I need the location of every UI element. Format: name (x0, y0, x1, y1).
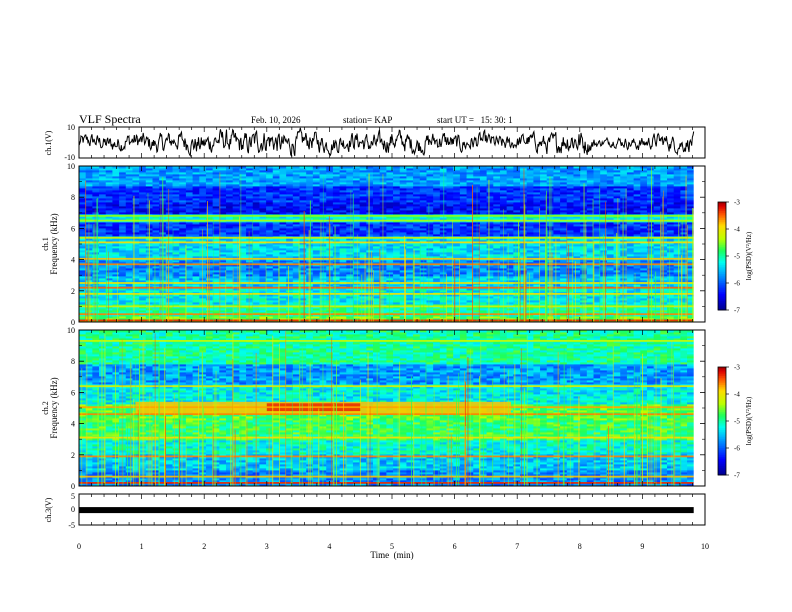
time-tick-label: 9 (640, 542, 644, 551)
colorbar-tick-label: -5 (734, 418, 740, 426)
ch3-ymax-label: 5 (71, 492, 75, 501)
time-tick-label: 1 (140, 542, 144, 551)
ch1-colorbar-label: log(PSD)(V²/Hz) (745, 231, 753, 280)
colorbar-tick-label: -7 (734, 472, 740, 480)
ch1-colorbar: -3 -4 -5 -6 -7 log(PSD)(V²/Hz) (718, 199, 753, 315)
ch2-colorbar: -3 -4 -5 -6 -7 log(PSD)(V²/Hz) (718, 364, 753, 480)
frequency-tick-label: 10 (67, 162, 75, 171)
colorbar-tick-label: -7 (734, 307, 740, 315)
ch2-frequency-label: Frequency (kHz) (49, 377, 59, 438)
time-tick-label: 2 (202, 542, 206, 551)
frequency-tick-label: 4 (71, 256, 75, 265)
ch1-colorbar-gradient (718, 202, 726, 310)
ch1-ymin-label: -10 (64, 153, 75, 162)
frequency-tick-label: 0 (71, 482, 75, 491)
colorbar-tick-label: -6 (734, 280, 740, 288)
ch2-colorbar-gradient (718, 367, 726, 475)
frequency-tick-label: 8 (71, 357, 75, 366)
ch3-waveform-panel: 5 0 -5 ch.3(V) (44, 492, 705, 530)
colorbar-tick-label: -6 (734, 445, 740, 453)
ch1-waveform-panel: 10 -10 ch.1(V) (44, 123, 705, 162)
ch2-spectrogram-image (79, 330, 705, 486)
ch3-waveform-ylabel: ch.3(V) (44, 497, 53, 522)
start-time-label: start UT = 15: 30: 1 (437, 115, 513, 125)
time-axis-label: Time (min) (370, 550, 413, 560)
colorbar-tick-label: -4 (734, 391, 740, 399)
frequency-tick-label: 10 (67, 326, 75, 335)
date-label: Feb. 10, 2026 (251, 115, 301, 125)
frequency-tick-label: 2 (71, 451, 75, 460)
ch1-frequency-label: Frequency (kHz) (49, 213, 59, 274)
frequency-tick-label: 6 (71, 388, 75, 397)
ch1-spectrogram-image (79, 166, 705, 322)
frequency-tick-label: 6 (71, 224, 75, 233)
ch1-waveform-ylabel: ch.1(V) (44, 130, 53, 155)
ch2-colorbar-label: log(PSD)(V²/Hz) (745, 396, 753, 445)
ch2-colorbar-ticks: -3 -4 -5 -6 -7 (726, 364, 740, 480)
station-label: station= KAP (343, 115, 392, 125)
ch1-colorbar-ticks: -3 -4 -5 -6 -7 (726, 199, 740, 315)
colorbar-tick-label: -4 (734, 226, 740, 234)
time-tick-label: 4 (327, 542, 331, 551)
ch1-ymax-label: 10 (67, 123, 75, 132)
colorbar-tick-label: -5 (734, 253, 740, 261)
ch3-ymin-label: -5 (68, 521, 75, 530)
frequency-tick-label: 8 (71, 193, 75, 202)
frequency-tick-label: 2 (71, 287, 75, 296)
time-tick-label: 6 (453, 542, 457, 551)
time-tick-label: 8 (578, 542, 582, 551)
time-tick-label: 10 (701, 542, 709, 551)
ch3-waveform-trace (79, 507, 694, 513)
vlf-spectra-figure: VLF Spectra Feb. 10, 2026 station= KAP s… (0, 0, 792, 612)
ch3-yzero-label: 0 (71, 505, 75, 514)
colorbar-tick-label: -3 (734, 199, 740, 207)
colorbar-tick-label: -3 (734, 364, 740, 372)
time-tick-label: 3 (265, 542, 269, 551)
figure-title: VLF Spectra (79, 112, 141, 126)
time-tick-label: 7 (515, 542, 519, 551)
time-tick-label: 0 (77, 542, 81, 551)
frequency-tick-label: 4 (71, 420, 75, 429)
